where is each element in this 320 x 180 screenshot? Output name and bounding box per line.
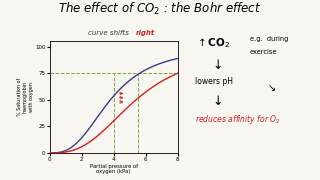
Text: e.g.  during: e.g. during — [250, 36, 288, 42]
X-axis label: Partial pressure of
oxygen (kPa): Partial pressure of oxygen (kPa) — [90, 164, 138, 174]
Text: The effect of CO$_2$ : the Bohr effect: The effect of CO$_2$ : the Bohr effect — [58, 1, 262, 17]
Text: curve shifts: curve shifts — [88, 30, 131, 36]
Text: $\uparrow$CO$_2$: $\uparrow$CO$_2$ — [195, 36, 230, 50]
Text: $\searrow$: $\searrow$ — [266, 83, 276, 93]
Text: reduces affinity for O$_2$: reduces affinity for O$_2$ — [195, 113, 281, 126]
Text: right: right — [135, 30, 155, 36]
Text: exercise: exercise — [250, 49, 277, 55]
Text: lowers pH: lowers pH — [195, 77, 233, 86]
Text: $\downarrow$: $\downarrow$ — [210, 58, 222, 72]
Y-axis label: % Saturation of
haemoglobin
with oxygen: % Saturation of haemoglobin with oxygen — [17, 78, 34, 116]
Text: $\downarrow$: $\downarrow$ — [210, 94, 222, 108]
